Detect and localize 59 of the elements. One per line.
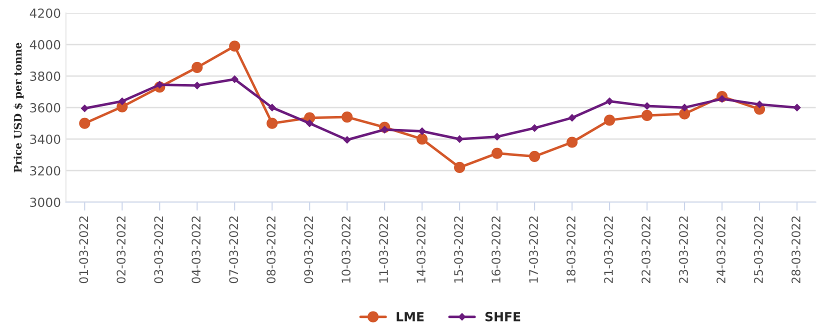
point bbox=[230, 75, 239, 84]
x-tick-label: 04-03-2022 bbox=[192, 216, 201, 284]
x-tick-label: 23-03-2022 bbox=[679, 216, 688, 284]
point bbox=[493, 132, 502, 141]
point bbox=[416, 134, 428, 145]
point bbox=[492, 148, 503, 159]
point bbox=[343, 136, 352, 144]
point bbox=[454, 162, 466, 174]
point bbox=[606, 97, 614, 106]
x-tick-label: 15-03-2022 bbox=[454, 216, 464, 283]
y-tick-label: 3200 bbox=[30, 166, 60, 176]
y-tick-label: 4000 bbox=[30, 40, 60, 50]
y-tick-label: 3600 bbox=[30, 103, 60, 113]
point bbox=[793, 104, 801, 112]
x-tick-label: 21-03-2022 bbox=[604, 216, 613, 284]
x-tick-label: 01-03-2022 bbox=[79, 216, 88, 284]
y-tick-label: 4200 bbox=[30, 8, 60, 18]
point bbox=[604, 114, 616, 126]
point bbox=[718, 94, 726, 103]
x-tick-label: 02-03-2022 bbox=[116, 216, 126, 284]
x-tick-label: 09-03-2022 bbox=[304, 216, 314, 284]
point bbox=[306, 119, 314, 128]
point bbox=[418, 127, 426, 136]
point bbox=[530, 124, 538, 132]
x-tick-label: 17-03-2022 bbox=[529, 216, 538, 283]
point bbox=[79, 118, 90, 129]
point bbox=[80, 104, 89, 112]
x-tick-label: 08-03-2022 bbox=[266, 216, 276, 284]
x-tick-label: 14-03-2022 bbox=[416, 216, 426, 283]
point bbox=[266, 118, 278, 129]
x-tick-label: 24-03-2022 bbox=[716, 216, 726, 284]
x-tick-label: 03-03-2022 bbox=[154, 216, 164, 284]
x-tick-label: 25-03-2022 bbox=[754, 216, 763, 284]
point bbox=[268, 104, 276, 112]
point bbox=[680, 104, 688, 112]
y-tick-label: 3800 bbox=[30, 72, 60, 81]
x-tick-label: 16-03-2022 bbox=[492, 216, 501, 283]
point bbox=[118, 97, 126, 106]
legend-label: LME bbox=[396, 312, 424, 322]
point bbox=[643, 102, 651, 110]
point bbox=[529, 150, 540, 162]
x-tick-label: 22-03-2022 bbox=[642, 216, 650, 284]
x-tick-label: 11-03-2022 bbox=[379, 216, 388, 283]
point bbox=[641, 110, 653, 122]
point bbox=[193, 82, 202, 90]
x-tick-label: 18-03-2022 bbox=[566, 216, 576, 283]
x-tick-label: 07-03-2022 bbox=[229, 216, 238, 284]
y-axis-title: Price USD $ per tonne bbox=[14, 42, 24, 172]
x-tick-label: 10-03-2022 bbox=[342, 216, 351, 283]
point bbox=[756, 100, 764, 108]
point bbox=[229, 40, 240, 52]
point bbox=[342, 111, 353, 123]
y-tick-label: 3000 bbox=[30, 198, 60, 208]
point bbox=[566, 136, 578, 148]
legend-label: SHFE bbox=[485, 312, 520, 322]
point bbox=[568, 114, 576, 122]
y-tick-label: 3400 bbox=[30, 134, 60, 144]
point bbox=[192, 62, 203, 73]
x-tick-label: 28-03-2022 bbox=[792, 216, 800, 284]
